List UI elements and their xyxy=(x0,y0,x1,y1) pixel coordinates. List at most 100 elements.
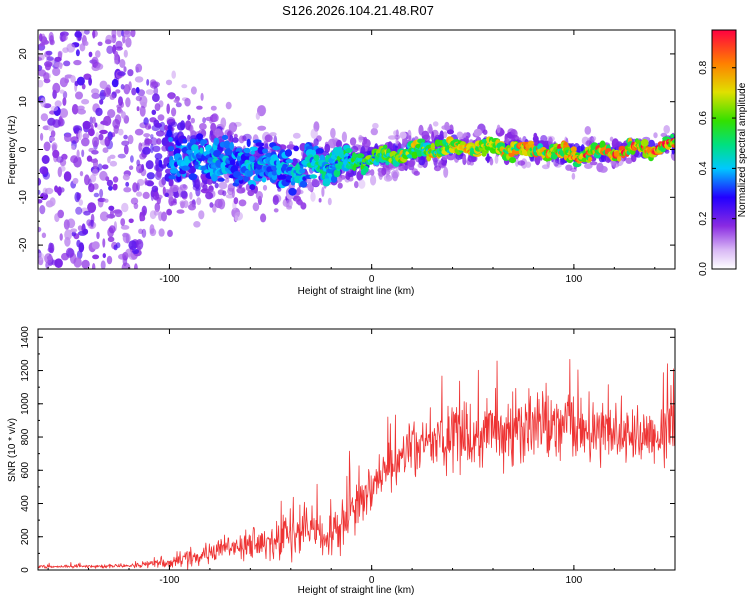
noise-blob xyxy=(91,241,100,250)
noise-blob xyxy=(443,131,448,139)
noise-blob xyxy=(122,30,132,38)
noise-blob xyxy=(70,75,76,83)
noise-blob xyxy=(362,138,371,148)
noise-blob xyxy=(59,108,69,118)
spectrogram-heatmap xyxy=(38,30,675,269)
noise-blob xyxy=(291,158,298,167)
noise-blob xyxy=(468,139,474,144)
noise-blob xyxy=(90,219,94,227)
noise-blob xyxy=(255,112,261,120)
ridge-blob xyxy=(345,148,353,153)
noise-blob xyxy=(443,166,449,178)
noise-blob xyxy=(540,135,548,143)
ridge-blob xyxy=(284,149,293,157)
noise-blob xyxy=(285,199,293,208)
noise-blob xyxy=(150,79,157,85)
noise-blob xyxy=(39,42,46,47)
ridge-blob xyxy=(278,174,287,180)
ridge-blob xyxy=(599,140,606,149)
noise-blob xyxy=(238,184,242,189)
ridge-blob xyxy=(587,156,593,162)
snr-series xyxy=(38,358,675,570)
y-tick-label: 400 xyxy=(20,495,31,512)
noise-blob xyxy=(97,163,103,171)
noise-blob xyxy=(200,92,204,101)
noise-blob xyxy=(71,231,77,237)
x-tick-label: -100 xyxy=(159,575,179,586)
ridge-blob xyxy=(199,147,204,154)
noise-blob xyxy=(233,133,238,139)
noise-blob xyxy=(99,170,108,181)
noise-blob xyxy=(238,199,247,207)
ridge-blob xyxy=(179,170,187,175)
noise-blob xyxy=(432,121,439,127)
noise-blob xyxy=(75,49,80,57)
ridge-blob xyxy=(670,133,675,139)
noise-blob xyxy=(87,202,97,214)
noise-blob xyxy=(307,181,314,192)
noise-blob xyxy=(360,146,366,156)
noise-blob xyxy=(324,143,331,153)
noise-blob xyxy=(321,186,325,197)
ridge-blob xyxy=(255,142,265,147)
noise-blob xyxy=(89,116,94,125)
noise-blob xyxy=(431,131,435,142)
x-tick-label: -100 xyxy=(159,274,179,285)
noise-blob xyxy=(122,232,131,244)
noise-blob xyxy=(141,228,147,238)
noise-blob xyxy=(82,228,89,235)
noise-blob xyxy=(252,202,260,212)
noise-blob xyxy=(166,103,170,115)
noise-blob xyxy=(222,190,227,197)
noise-blob xyxy=(77,108,86,115)
noise-blob xyxy=(427,126,433,134)
noise-blob xyxy=(350,145,359,153)
ridge-blob xyxy=(299,180,308,188)
ridge-blob xyxy=(213,137,220,146)
ridge-blob xyxy=(383,144,388,149)
noise-blob xyxy=(81,259,90,269)
noise-blob xyxy=(103,87,112,98)
noise-blob xyxy=(82,133,90,140)
noise-blob xyxy=(349,137,357,146)
noise-blob xyxy=(135,95,142,102)
noise-blob xyxy=(115,40,123,49)
noise-blob xyxy=(123,134,128,140)
noise-blob xyxy=(262,184,268,191)
noise-blob xyxy=(152,93,160,103)
noise-blob xyxy=(135,239,144,250)
colorbar-label: Normalized spectral amplitude xyxy=(737,82,748,217)
noise-blob xyxy=(175,102,182,108)
noise-blob xyxy=(49,242,55,254)
ridge-blob xyxy=(509,157,516,164)
colorbar-ticks: 0.0 0.2 0.4 0.6 0.8 xyxy=(698,60,736,276)
noise-blob xyxy=(179,184,188,191)
x-tick-label: 0 xyxy=(369,575,375,586)
ridge-blob xyxy=(617,155,622,162)
noise-blob xyxy=(565,164,573,171)
noise-blob xyxy=(114,50,119,58)
noise-blob xyxy=(137,178,145,186)
noise-blob xyxy=(65,247,74,258)
y-tick-label: 0 xyxy=(18,146,29,152)
noise-blob xyxy=(152,145,161,152)
noise-blob xyxy=(289,141,293,146)
noise-blob xyxy=(50,130,56,138)
noise-blob xyxy=(78,156,82,162)
ridge-blob xyxy=(243,147,251,154)
noise-blob xyxy=(165,79,173,86)
noise-blob xyxy=(125,181,130,187)
noise-blob xyxy=(370,175,377,186)
noise-blob xyxy=(127,134,134,145)
noise-blob xyxy=(166,208,173,216)
noise-blob xyxy=(82,120,91,130)
noise-blob xyxy=(173,198,177,204)
noise-blob xyxy=(96,231,100,240)
colorbar-tick-label: 0.6 xyxy=(698,111,709,125)
noise-blob xyxy=(120,218,126,227)
noise-blob xyxy=(164,192,169,197)
noise-blob xyxy=(171,121,178,127)
spectrogram-y-axis-label: Frequency (Hz) xyxy=(7,116,18,185)
ridge-blob xyxy=(309,174,318,179)
noise-blob xyxy=(125,97,131,108)
